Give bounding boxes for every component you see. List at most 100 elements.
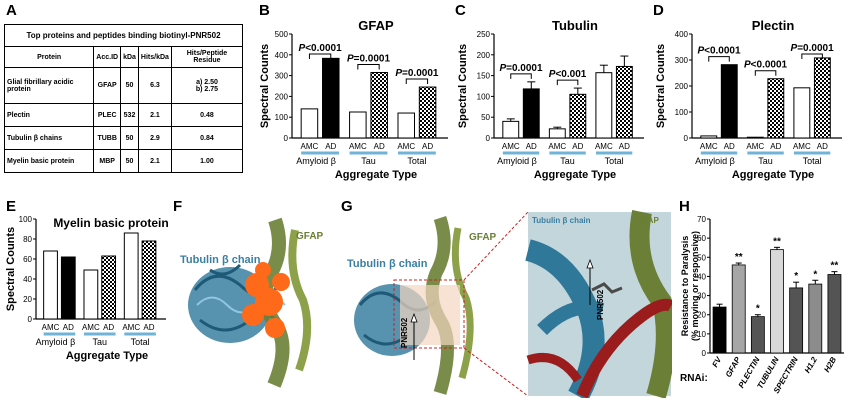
y-tick-label: 500 bbox=[275, 30, 289, 39]
y-tick-label: 10 bbox=[697, 330, 706, 339]
table-cell: 50 bbox=[120, 126, 139, 150]
table-cell: a) 2.50 b) 2.75 bbox=[170, 67, 244, 104]
significance-mark: * bbox=[813, 269, 817, 280]
x-axis-label: Aggregate Type bbox=[534, 169, 616, 181]
bar bbox=[397, 112, 416, 139]
chart-plectin: Plectin 0 100 200 300 400 Spectral Counts AMC AD… bbox=[655, 18, 842, 181]
p-letter: P bbox=[549, 69, 556, 80]
p-value: <0.0001 bbox=[751, 60, 788, 71]
y-tick-label: 0 bbox=[284, 134, 289, 143]
p-value-label: P<0.001 bbox=[549, 69, 587, 80]
bar bbox=[793, 87, 811, 139]
y-tick-label: 40 bbox=[23, 275, 32, 284]
panel-letter-d: D bbox=[653, 2, 664, 19]
y-tick-label: 100 bbox=[275, 113, 289, 122]
table-cell: 0.84 bbox=[170, 126, 244, 150]
table-header-hits-kda: Hits/kDa bbox=[137, 46, 172, 68]
x-axis-prefix: RNAi: bbox=[680, 373, 708, 384]
y-tick-label: 250 bbox=[477, 30, 491, 39]
group-label: Tau bbox=[361, 156, 376, 166]
x-tick-label: AD bbox=[374, 142, 385, 151]
structure-f-gfap-label: GFAP bbox=[296, 231, 324, 242]
y-tick-label: 300 bbox=[675, 56, 689, 65]
y-tick-label: 400 bbox=[275, 51, 289, 60]
significance-bracket bbox=[556, 79, 579, 86]
y-tick-label: 200 bbox=[675, 82, 689, 91]
chart-title: GFAP bbox=[358, 18, 394, 33]
p-value: =0.0001 bbox=[402, 68, 439, 79]
panel-letter-g: G bbox=[341, 198, 353, 215]
y-tick-label: 50 bbox=[697, 253, 706, 262]
chart-title: Plectin bbox=[752, 18, 795, 33]
x-axis-label: Aggregate Type bbox=[66, 350, 148, 362]
bar bbox=[750, 316, 765, 354]
significance-bracket bbox=[708, 56, 730, 62]
group-label: Amyloid β bbox=[36, 337, 76, 347]
structure-g-zoom-ligand-label: PNR502 bbox=[596, 289, 605, 320]
y-tick-label: 200 bbox=[275, 92, 289, 101]
bar bbox=[123, 232, 139, 320]
bar bbox=[141, 240, 157, 320]
zoom-inset bbox=[524, 210, 672, 398]
zoom-box bbox=[393, 279, 465, 349]
bar bbox=[60, 256, 76, 320]
p-value-label: P=0.0001 bbox=[395, 68, 439, 79]
table-cell: GFAP bbox=[93, 67, 122, 104]
x-tick-label: AMC bbox=[301, 142, 319, 151]
bar bbox=[502, 120, 520, 139]
x-tick-label: AMC bbox=[397, 142, 415, 151]
table-header-kda: kDa bbox=[120, 46, 139, 68]
chart-paralysis: 0 10 20 30 40 50 60 70 Resistance to Paralysis(%… bbox=[680, 215, 844, 395]
bar bbox=[569, 93, 587, 139]
p-value-label: P=0.0001 bbox=[499, 63, 543, 74]
p-value: <0.0001 bbox=[704, 46, 741, 57]
y-axis-label: Spectral Counts bbox=[457, 44, 469, 128]
x-tick-label: AMC bbox=[502, 142, 520, 151]
table-cell: 1.00 bbox=[170, 149, 244, 173]
x-tick-label: AD bbox=[526, 142, 537, 151]
y-axis-label: Resistance to Paralysis(% moving or resp… bbox=[680, 231, 700, 341]
bar bbox=[746, 136, 764, 139]
table-header-acc: Acc.ID bbox=[93, 46, 122, 68]
significance-mark: * bbox=[794, 271, 798, 282]
x-tick-label: H2B bbox=[822, 355, 838, 374]
x-tick-label: AD bbox=[619, 142, 630, 151]
bar bbox=[43, 250, 58, 320]
table-header-protein: Protein bbox=[3, 46, 95, 68]
zoom-region bbox=[400, 285, 460, 345]
x-tick-label: AMC bbox=[349, 142, 367, 151]
y-tick-label: 300 bbox=[275, 72, 289, 81]
x-tick-label: H1.2 bbox=[803, 355, 820, 375]
p-value-label: P<0.0001 bbox=[299, 43, 343, 54]
p-value-label: P<0.0001 bbox=[697, 46, 741, 57]
x-tick-label: AD bbox=[422, 142, 433, 151]
table-row: Glial fibrillary acidic protein GFAP 50 … bbox=[3, 67, 244, 104]
significance-bracket bbox=[308, 53, 332, 59]
p-letter: P bbox=[395, 68, 402, 79]
p-value: <0.0001 bbox=[305, 43, 342, 54]
panel-letter-h: H bbox=[679, 198, 690, 215]
group-label: Amyloid β bbox=[497, 156, 537, 166]
x-tick-label: AD bbox=[572, 142, 583, 151]
significance-bracket bbox=[405, 78, 429, 85]
y-tick-label: 100 bbox=[19, 215, 33, 224]
significance-bracket bbox=[754, 70, 777, 76]
group-label: Amyloid β bbox=[296, 156, 336, 166]
structure-g-tubulin-label: Tubulin β chain bbox=[347, 258, 428, 270]
y-tick-label: 100 bbox=[477, 92, 491, 101]
bar bbox=[370, 71, 388, 139]
y-tick-label: 80 bbox=[23, 235, 32, 244]
x-tick-label: AMC bbox=[122, 323, 140, 332]
bar bbox=[813, 57, 831, 139]
y-tick-label: 150 bbox=[477, 72, 491, 81]
table-row: Plectin PLEC 532 2.1 0.48 bbox=[3, 103, 244, 127]
p-letter: P bbox=[299, 43, 306, 54]
bar bbox=[767, 78, 785, 139]
x-tick-label: FV bbox=[710, 355, 723, 369]
y-tick-label: 50 bbox=[481, 113, 490, 122]
bar bbox=[789, 287, 804, 354]
x-axis-label: Aggregate Type bbox=[335, 169, 417, 181]
panel-letter-b: B bbox=[259, 2, 270, 19]
p-letter: P bbox=[347, 53, 354, 64]
